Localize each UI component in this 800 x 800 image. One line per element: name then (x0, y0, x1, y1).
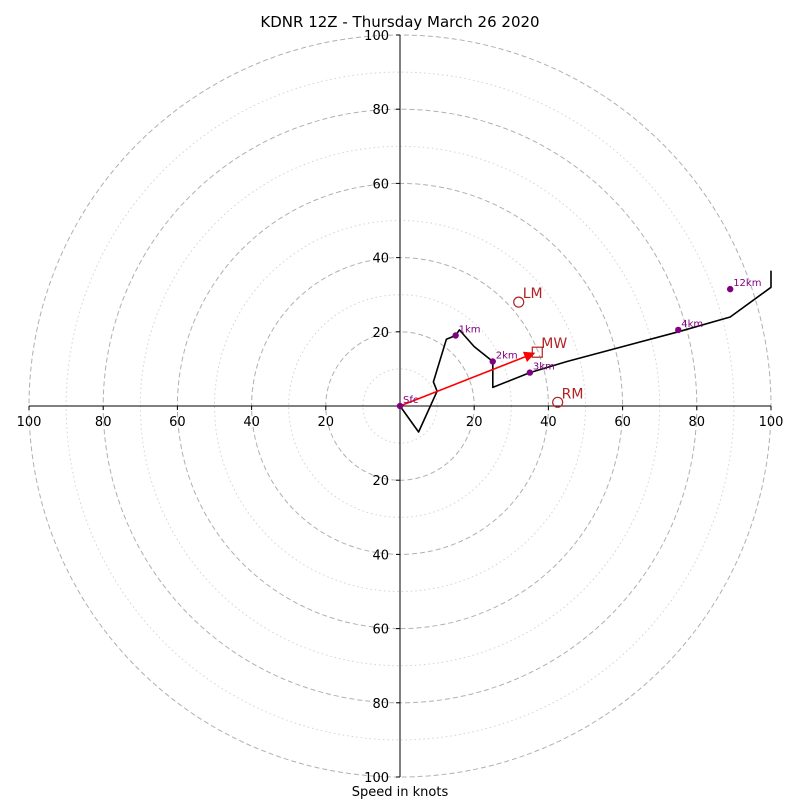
height-marker-point (396, 402, 404, 410)
y-tick-label: 40 (372, 548, 389, 563)
y-tick-label: 80 (372, 697, 389, 712)
height-marker-label: 1km (459, 325, 481, 336)
x-tick-label: 100 (17, 415, 42, 430)
height-marker-point (526, 369, 534, 376)
x-tick-label: 60 (614, 415, 631, 430)
height-marker-label: 4km (681, 319, 703, 330)
x-tick-label: 20 (466, 415, 483, 430)
hodograph-trace-group (399, 270, 772, 433)
storm-motion-label: LM (523, 286, 543, 302)
x-tick-label: 60 (169, 415, 186, 430)
y-tick-label: 80 (372, 103, 389, 118)
height-marker-label: 3km (533, 362, 555, 373)
height-marker-point (489, 358, 496, 365)
height-marker-label: Sfc (403, 395, 418, 406)
hodograph-line (399, 270, 772, 433)
storm-motions: LM MW RM (513, 286, 584, 408)
y-tick-label: 60 (372, 177, 389, 192)
height-marker-point (452, 332, 459, 339)
y-tick-label: 20 (372, 326, 389, 341)
y-tick-label: 20 (372, 474, 389, 489)
mean-wind-vector-group (399, 351, 536, 407)
y-tick-label: 60 (372, 623, 389, 638)
height-marker-point (675, 326, 682, 334)
storm-motion-marker (513, 296, 525, 308)
x-tick-label: 20 (318, 415, 335, 430)
storm-motion-marker (552, 396, 564, 408)
chart-title: KDNR 12Z - Thursday March 26 2020 (260, 13, 539, 31)
y-tick-label: 100 (364, 771, 389, 786)
x-tick-label: 80 (689, 415, 706, 430)
mean-wind-vector (399, 351, 536, 407)
storm-motion-label: RM (562, 386, 584, 402)
height-markers: Sfc 1km 2km 3km 4km 12km (396, 278, 761, 410)
height-marker-label: 2km (496, 350, 518, 361)
x-tick-label: 80 (95, 415, 112, 430)
tick-labels: 100 80 60 40 20 20 40 60 80 100 100 80 60 40 20 20 40 60 8… (17, 29, 784, 786)
x-axis-label: Speed in knots (352, 785, 449, 800)
x-tick-label: 100 (759, 415, 784, 430)
x-tick-label: 40 (540, 415, 557, 430)
x-tick-label: 40 (243, 415, 260, 430)
height-marker-label: 12km (733, 278, 761, 289)
storm-motion-label: MW (541, 336, 567, 352)
y-tick-label: 100 (364, 29, 389, 44)
height-marker-point (726, 285, 734, 293)
storm-motion-marker (531, 346, 543, 358)
y-tick-label: 40 (372, 252, 389, 267)
